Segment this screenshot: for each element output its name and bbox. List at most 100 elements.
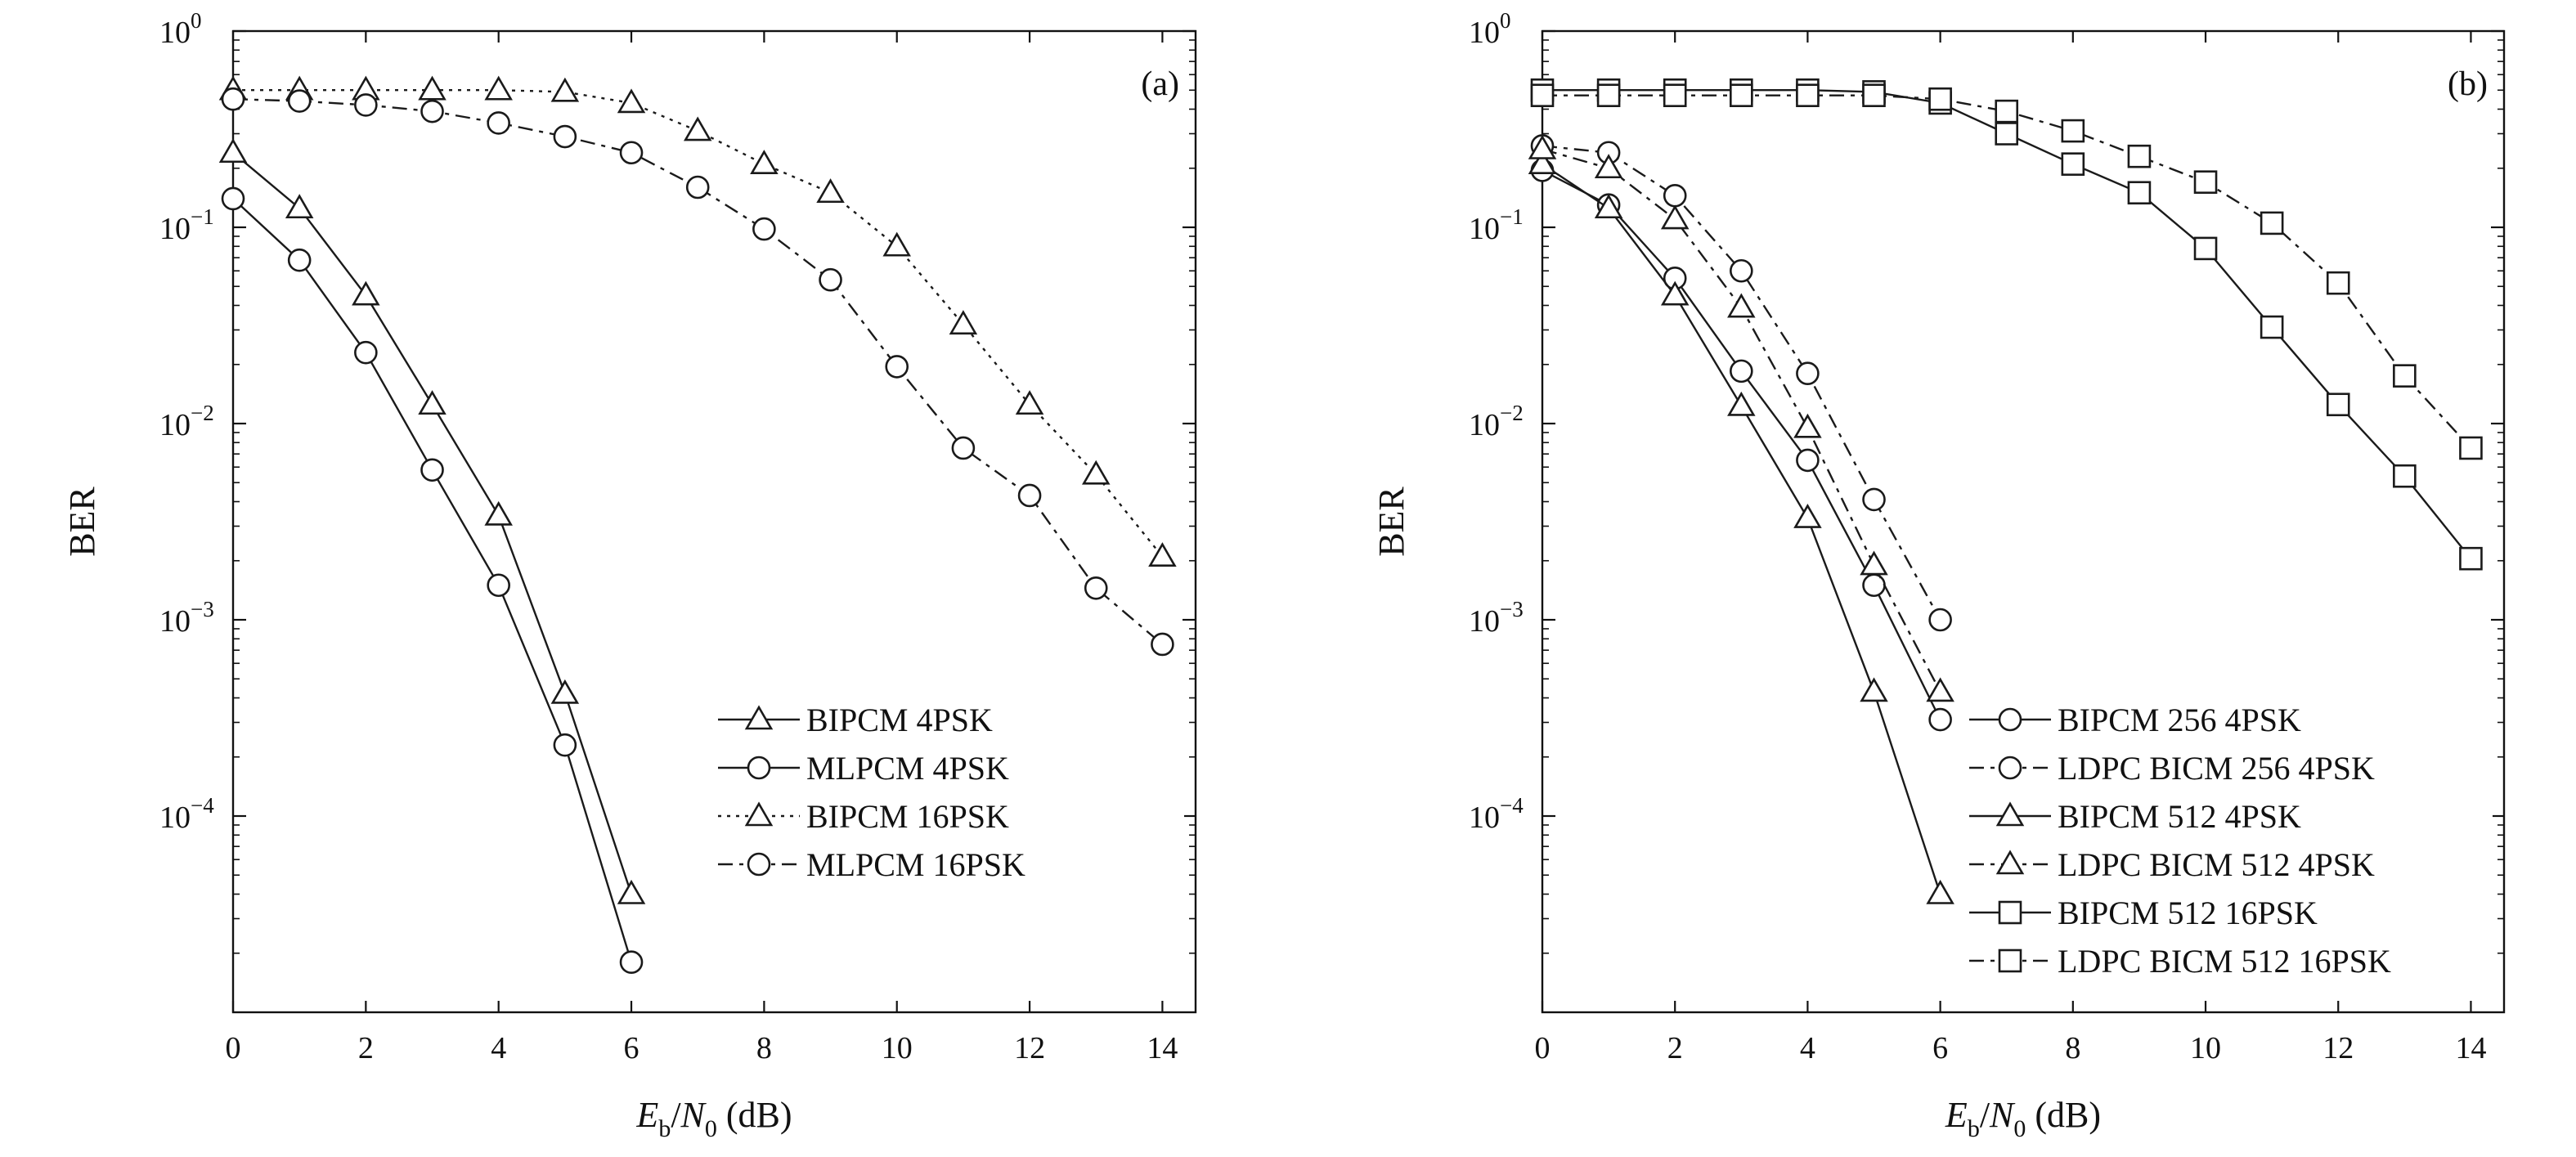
legend: BIPCM 4PSK MLPCM 4PSK BIPCM 16PSK MLPCM 16P… — [710, 695, 1184, 904]
y-tick-exponent: −2 — [1500, 401, 1524, 425]
data-point — [1995, 99, 2019, 123]
data-point — [1796, 361, 1820, 386]
data-point — [1084, 576, 1108, 600]
data-point — [2061, 152, 2085, 176]
x-tick-label: 2 — [1667, 1031, 1683, 1065]
data-point — [683, 116, 712, 141]
x-label-sub-b: b — [1968, 1115, 1980, 1142]
data-point — [484, 75, 513, 101]
data-point — [487, 111, 510, 135]
data-point — [2127, 144, 2152, 168]
legend-label: BIPCM 16PSK — [806, 798, 1009, 835]
series-line — [233, 88, 1164, 558]
data-point — [553, 733, 577, 757]
data-point — [1017, 483, 1042, 508]
x-tick-label: 8 — [2065, 1031, 2080, 1065]
x-tick-label: 14 — [2455, 1031, 2486, 1065]
y-tick-label: 100 — [1469, 8, 1511, 50]
series-line — [1542, 148, 1941, 693]
data-point — [1860, 677, 1888, 702]
x-tick-label: 0 — [226, 1031, 241, 1065]
data-point — [1928, 608, 1952, 632]
legend-marker — [1995, 801, 2025, 827]
data-point — [1663, 83, 1687, 107]
x-label-n: N — [680, 1095, 707, 1135]
data-point — [487, 573, 510, 598]
data-point — [1015, 390, 1044, 415]
data-point — [617, 879, 646, 904]
data-point — [816, 178, 845, 204]
data-point — [750, 150, 779, 174]
plot-frame — [231, 29, 1197, 1014]
x-label-unit: (dB) — [2026, 1095, 2101, 1135]
y-tick-label: 10−3 — [1469, 597, 1524, 639]
data-point — [2061, 119, 2085, 143]
y-tick-exponent: −3 — [191, 597, 214, 621]
y-tick-mantissa: 10 — [1469, 16, 1500, 50]
series-bipcm-256-4psk — [1530, 159, 1952, 732]
data-point — [2260, 315, 2284, 339]
data-point — [619, 141, 644, 165]
data-point — [2459, 436, 2483, 460]
data-point — [617, 88, 646, 114]
legend: BIPCM 256 4PSK LDPC BICM 256 4PSK BIPCM 51… — [1961, 695, 2493, 1001]
x-tick-label: 10 — [2190, 1031, 2221, 1065]
y-tick-mantissa: 10 — [1469, 408, 1500, 442]
data-point — [2326, 392, 2350, 417]
y-tick-exponent: −1 — [1500, 204, 1524, 229]
data-point — [1528, 134, 1557, 159]
y-tick-exponent: 0 — [191, 8, 202, 33]
x-tick-label: 10 — [882, 1031, 913, 1065]
series-bipcm-512-4psk — [1528, 150, 1954, 904]
plot-frame — [1541, 29, 2506, 1014]
x-label-slash: / — [671, 1095, 681, 1135]
data-point — [1793, 503, 1822, 528]
series-bipcm-16psk — [218, 75, 1177, 567]
legend-label: BIPCM 512 16PSK — [2058, 895, 2318, 931]
data-point — [1727, 391, 1756, 416]
y-tick-label: 10−2 — [159, 401, 214, 442]
x-label-sub-b: b — [658, 1115, 671, 1142]
y-tick-label: 10−3 — [159, 597, 214, 639]
data-point — [2193, 236, 2218, 261]
x-label-sub-0: 0 — [2013, 1115, 2026, 1142]
data-point — [1727, 293, 1756, 318]
data-point — [354, 340, 378, 365]
y-tick-mantissa: 10 — [159, 16, 191, 50]
legend-marker — [747, 756, 771, 780]
x-axis-label: Eb/N0 (dB) — [1945, 1095, 2101, 1142]
data-point — [2127, 181, 2152, 205]
series-ldpc-bicm-512-16psk — [1530, 83, 2483, 460]
y-tick-label: 10−2 — [1469, 401, 1524, 442]
data-point — [1081, 460, 1111, 485]
data-point — [420, 99, 444, 123]
data-point — [1151, 632, 1174, 657]
legend-label: LDPC BICM 256 4PSK — [2058, 750, 2375, 787]
x-tick-label: 2 — [358, 1031, 374, 1065]
data-point — [352, 280, 380, 306]
y-tick-label: 10−4 — [1469, 793, 1524, 835]
y-axis-label: BER — [62, 487, 102, 557]
data-point — [1928, 707, 1952, 732]
x-tick-label: 6 — [624, 1031, 640, 1065]
y-tick-exponent: −3 — [1500, 597, 1524, 621]
legend-box — [1961, 695, 2493, 1001]
x-tick-label: 12 — [2322, 1031, 2354, 1065]
series-mlpcm-16psk — [221, 87, 1174, 657]
series-bipcm-512-16psk — [1530, 78, 2483, 571]
data-point — [1660, 204, 1690, 230]
data-point — [1796, 448, 1820, 473]
data-point — [619, 950, 644, 975]
data-point — [1862, 487, 1886, 512]
y-tick-exponent: 0 — [1500, 8, 1511, 33]
y-tick-exponent: −4 — [191, 793, 214, 818]
series-ldpc-bicm-256-4psk — [1530, 134, 1952, 632]
data-point — [287, 248, 312, 272]
data-point — [1528, 150, 1557, 174]
data-point — [221, 186, 245, 211]
x-tick-label: 4 — [1800, 1031, 1815, 1065]
